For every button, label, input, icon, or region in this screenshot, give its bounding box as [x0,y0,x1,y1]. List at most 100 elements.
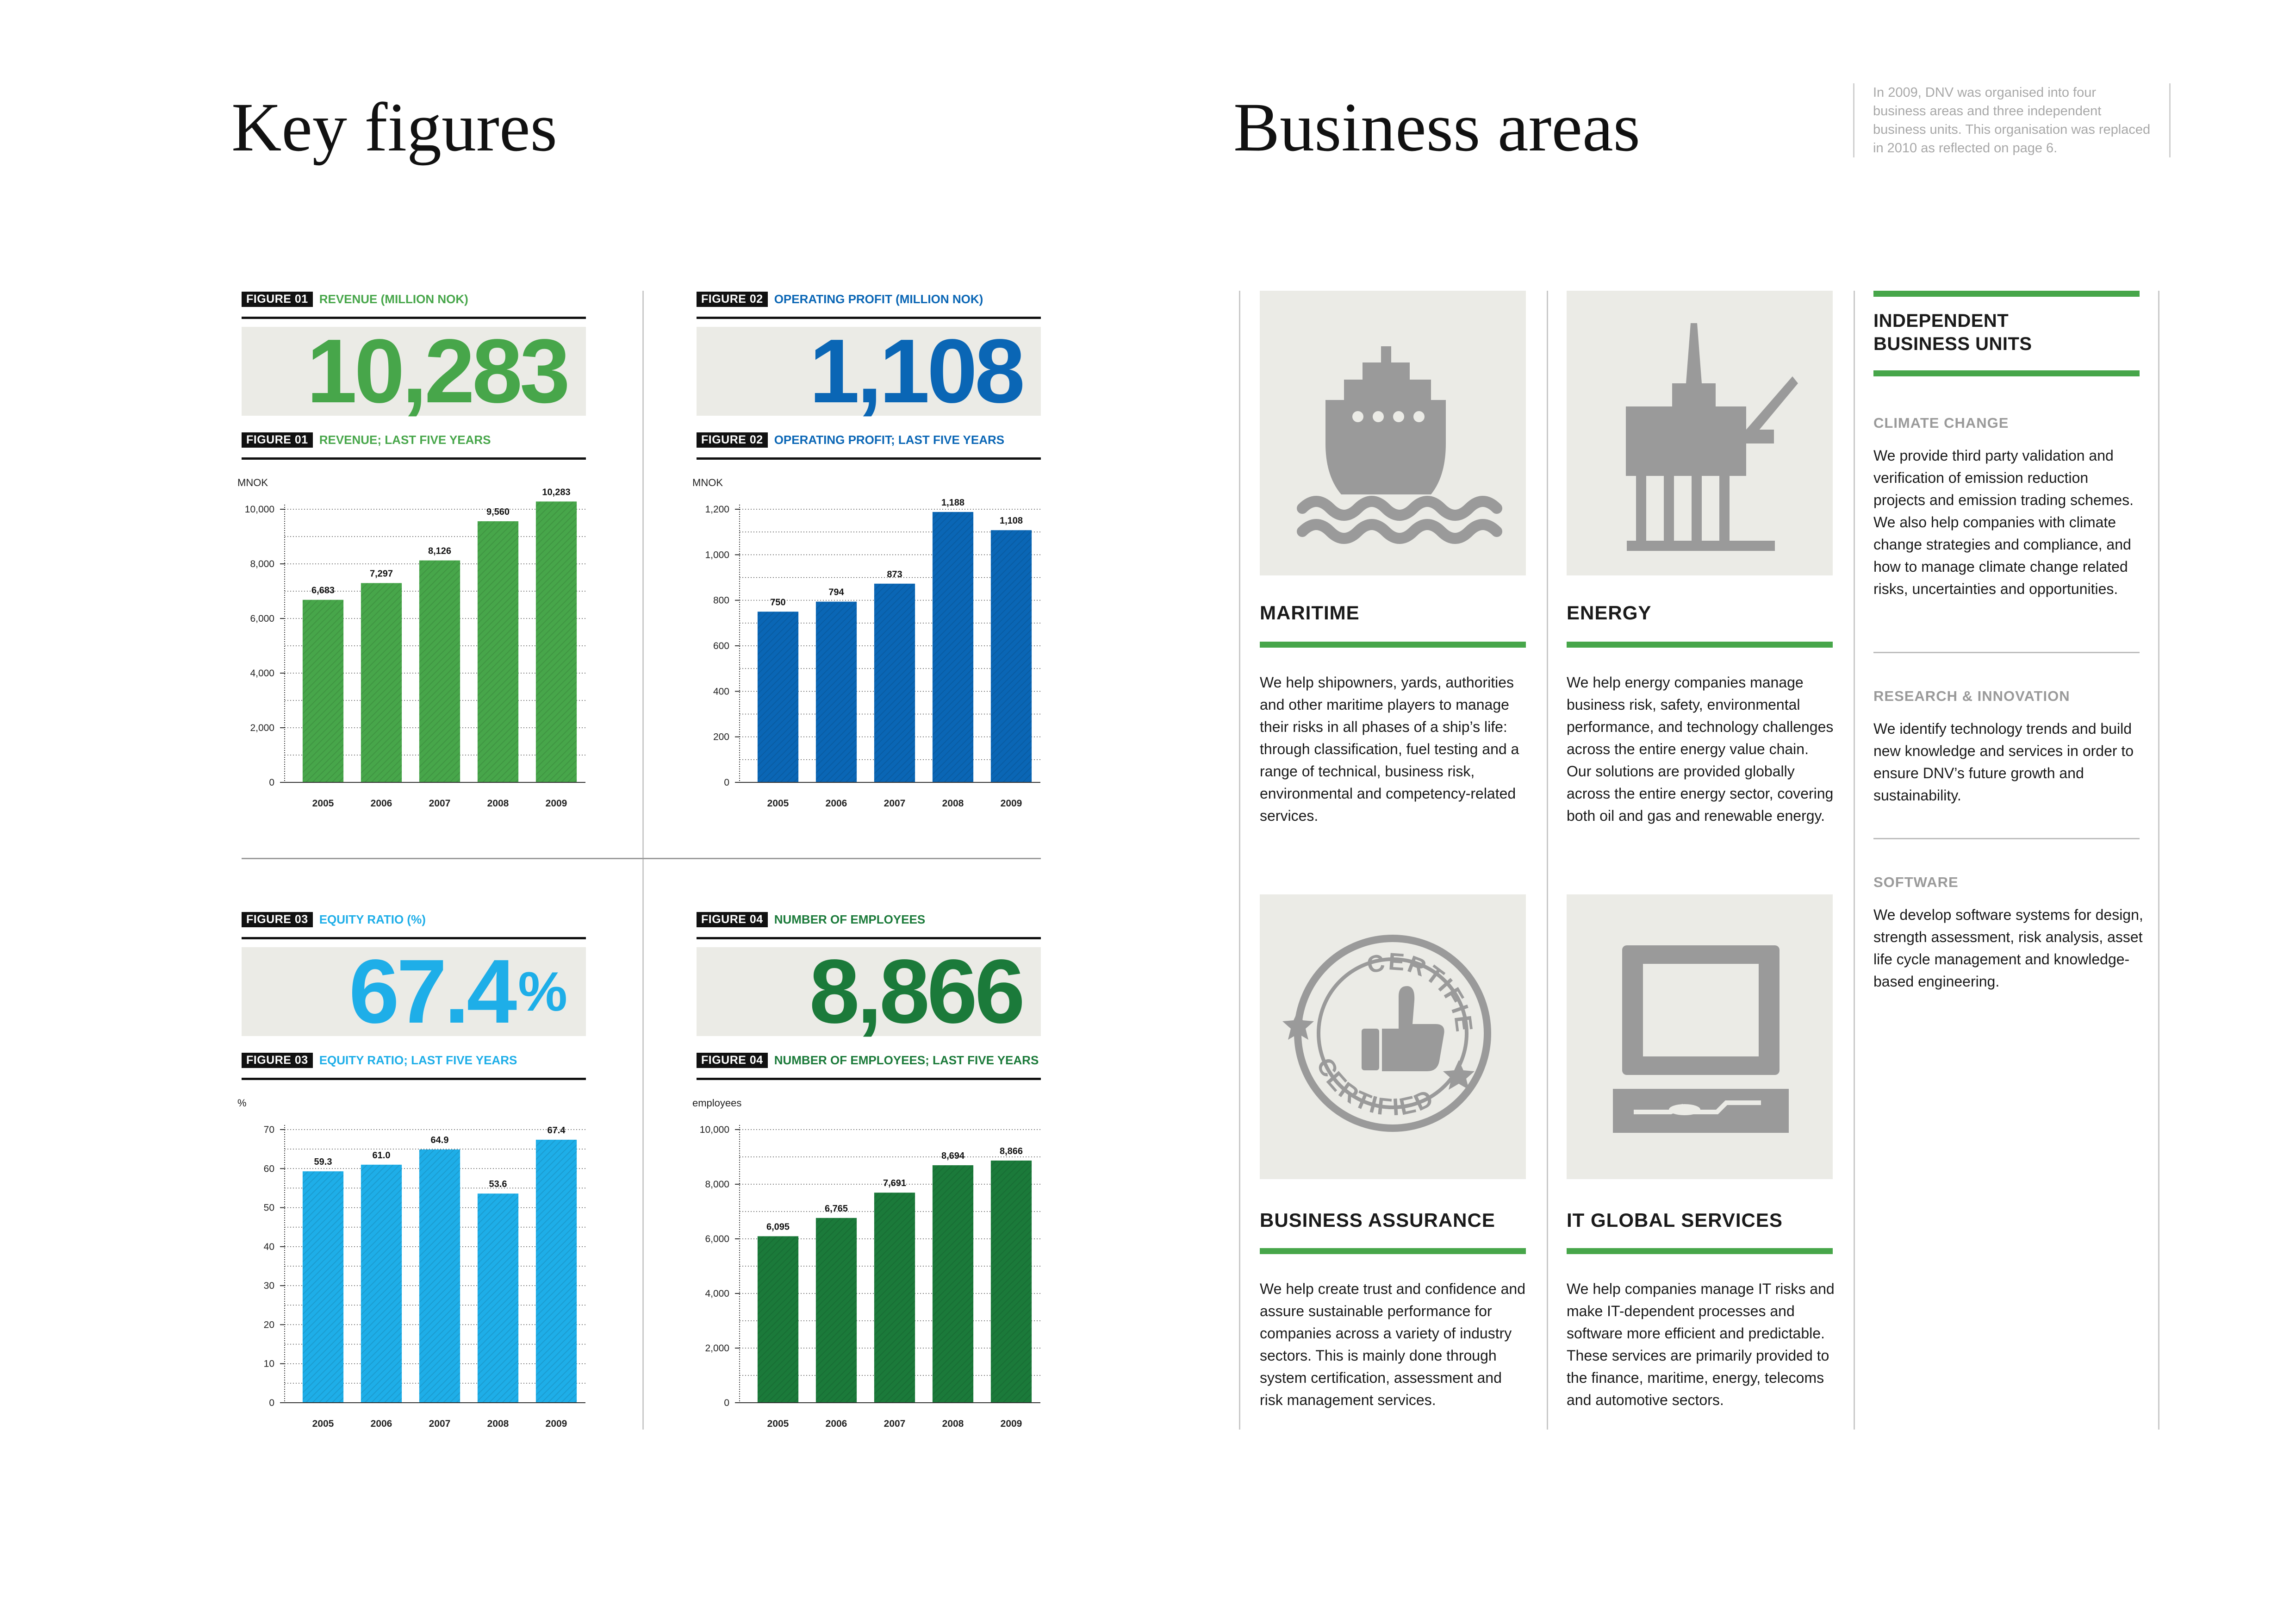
chart-rule [697,457,1041,460]
y-tick-label: 6,000 [705,1234,729,1244]
unit-text: We provide third party validation and ve… [1873,447,2134,597]
chart-head: FIGURE 04 NUMBER OF EMPLOYEES; LAST FIVE… [697,1051,1039,1069]
x-tick-label: 2007 [429,798,451,809]
bar [302,1171,344,1403]
bar [477,521,519,782]
area-title: IT GLOBAL SERVICES [1567,1209,1783,1231]
bar-value-label: 7,297 [370,568,393,579]
operating-profit-bar-chart: MNOK 0 200 400 600 800 1,000 1,200 750 2005 794 200… [692,477,1040,809]
bar [815,601,857,782]
bar-value-label: 64.9 [431,1135,449,1145]
area-rule [1567,1248,1833,1254]
ibu-top-rule [1873,291,2140,297]
bar [302,600,344,782]
bar [419,560,460,782]
bar [361,583,402,782]
column-divider [2158,291,2159,1430]
stamp-text-top: CERTIFIED [1250,873,1476,1035]
chart-caption: NUMBER OF EMPLOYEES; LAST FIVE YEARS [774,1053,1039,1067]
bar [535,1139,577,1403]
key-figures-title: Key figures [231,89,557,166]
unit-name: SOFTWARE [1873,874,1959,890]
ibu-title-line1: INDEPENDENT [1873,311,2009,331]
y-tick-label: 800 [713,595,729,606]
chart-tag: FIGURE 04 [697,1052,768,1068]
unit-divider [1873,838,2140,839]
figure-tag: FIGURE 01 [242,291,313,307]
energy-icon-box [1567,291,1833,575]
it-global-services-icon-box [1567,894,1833,1179]
unit-name: RESEARCH & INNOVATION [1873,688,2070,704]
chart-head: FIGURE 02 OPERATING PROFIT; LAST FIVE YE… [697,431,1004,449]
figure-head: FIGURE 03 EQUITY RATIO (%) [242,910,426,929]
unit-text: We develop software systems for design, … [1873,906,2143,990]
big-value: 67.4 [348,941,517,1042]
y-tick-label: 0 [724,1398,729,1408]
area-text: We help companies manage IT risks and ma… [1567,1280,1835,1408]
figure-tag: FIGURE 04 [697,912,768,927]
chart-unit-label: MNOK [692,477,723,488]
bar-value-label: 67.4 [548,1125,566,1136]
bar-value-label: 1,188 [941,498,964,508]
x-tick-label: 2009 [1001,1418,1022,1429]
column-divider [1854,291,1855,1430]
x-tick-label: 2006 [371,798,392,809]
figure-head: FIGURE 02 OPERATING PROFIT (MILLION NOK) [697,290,983,308]
area-rule [1260,642,1526,648]
maritime-icon-box [1260,291,1526,575]
ibu-title: INDEPENDENT BUSINESS UNITS [1873,309,2032,356]
chart-rule [697,1078,1041,1080]
bar [932,1165,974,1403]
bar [757,1236,799,1403]
y-tick-label: 0 [724,777,729,788]
bar-value-label: 1,108 [1000,516,1023,526]
chart-head: FIGURE 03 EQUITY RATIO; LAST FIVE YEARS [242,1051,517,1069]
bar-value-label: 53.6 [489,1179,507,1189]
area-title: MARITIME [1260,602,1360,624]
intro-note: In 2009, DNV was organised into four bus… [1853,83,2171,157]
ship-icon [1297,346,1502,544]
chart-unit-label: MNOK [237,477,268,488]
bar [535,501,577,782]
big-value-box: 10,283 [242,326,586,417]
employees-bar-chart: employees 0 2,000 4,000 6,000 8,000 10,000 6,09… [692,1097,1040,1429]
x-tick-label: 2007 [884,1418,906,1429]
bar-value-label: 750 [770,597,785,607]
x-tick-label: 2005 [767,1418,789,1429]
ibu-title-rule [1873,370,2140,376]
y-tick-label: 4,000 [705,1288,729,1299]
area-text: We help shipowners, yards, authorities a… [1260,674,1519,824]
y-tick-label: 60 [264,1163,274,1174]
x-tick-label: 2006 [826,1418,847,1429]
bar [932,512,974,782]
x-tick-label: 2005 [312,1418,334,1429]
bar-value-label: 8,126 [428,546,451,556]
x-tick-label: 2008 [942,1418,964,1429]
bar-value-label: 10,283 [542,487,570,497]
area-title: ENERGY [1567,602,1652,624]
y-tick-label: 200 [713,732,729,743]
chart-caption: EQUITY RATIO; LAST FIVE YEARS [319,1053,517,1067]
x-tick-label: 2008 [487,1418,509,1429]
oil-platform-icon [1626,323,1798,551]
y-tick-label: 10,000 [245,504,274,515]
figure-head: FIGURE 01 REVENUE (MILLION NOK) [242,290,468,308]
computer-icon [1613,945,1789,1133]
bar [361,1164,402,1403]
bar [990,1160,1032,1403]
figure-headline: REVENUE (MILLION NOK) [319,292,468,306]
y-tick-label: 8,000 [705,1179,729,1190]
y-tick-label: 20 [264,1319,274,1330]
big-value-suffix: % [518,961,567,1023]
ibu-title-line2: BUSINESS UNITS [1873,334,2032,354]
y-tick-label: 2,000 [705,1343,729,1354]
bar-value-label: 6,095 [766,1222,790,1232]
y-tick-label: 10 [264,1359,274,1369]
chart-unit-label: % [237,1097,247,1109]
chart-tag: FIGURE 02 [697,432,768,448]
figure-rule [697,937,1041,939]
big-value-box: 8,866 [697,941,1041,1042]
unit-text: We identify technology trends and build … [1873,720,2134,804]
big-value: 8,866 [809,941,1025,1042]
x-tick-label: 2006 [371,1418,392,1429]
